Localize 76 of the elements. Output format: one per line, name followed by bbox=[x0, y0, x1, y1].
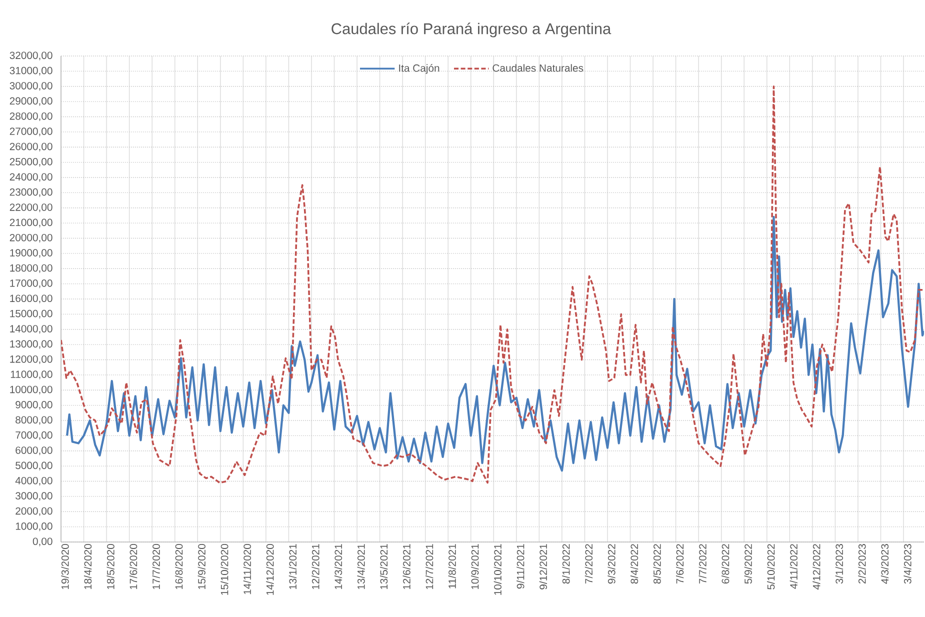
y-tick-label: 0,00 bbox=[32, 538, 52, 546]
x-tick-label: 4/3/2023 bbox=[880, 544, 889, 584]
x-tick-label: 16/8/2020 bbox=[175, 544, 183, 590]
y-tick-label: 30000,00 bbox=[10, 82, 52, 91]
line-series bbox=[66, 216, 924, 472]
x-tick-label: 9/11/2021 bbox=[516, 544, 524, 589]
y-tick-label: 20000,00 bbox=[10, 234, 52, 243]
y-tick-label: 7000,00 bbox=[16, 431, 52, 440]
x-tick-label: 17/7/2020 bbox=[152, 544, 160, 590]
y-tick-label: 1000,00 bbox=[16, 522, 52, 532]
y-tick-label: 8000,00 bbox=[16, 416, 52, 425]
x-tick-label: 10/9/2021 bbox=[471, 544, 479, 590]
x-tick-label: 17/6/2020 bbox=[130, 544, 138, 590]
x-tick-label: 7/6/2022 bbox=[676, 544, 684, 584]
legend-label: Ita Cajón bbox=[399, 64, 440, 74]
x-tick-label: 15/9/2020 bbox=[198, 544, 206, 590]
x-tick-label: 13/1/2021 bbox=[288, 544, 297, 590]
y-tick-label: 4000,00 bbox=[15, 476, 52, 486]
x-tick-label: 8/5/2022 bbox=[653, 544, 661, 584]
y-tick-label: 12000,00 bbox=[10, 355, 52, 364]
y-tick-label: 2000,00 bbox=[16, 507, 52, 516]
y-tick-label: 14000,00 bbox=[10, 325, 52, 334]
x-tick-label: 4/12/2022 bbox=[812, 544, 820, 590]
x-tick-label: 2/2/2023 bbox=[858, 544, 866, 584]
y-tick-label: 13000,00 bbox=[10, 340, 52, 349]
x-tick-label: 8/4/2022 bbox=[630, 544, 638, 584]
x-tick-label: 13/5/2021 bbox=[380, 544, 388, 590]
y-tick-label: 9000,00 bbox=[16, 401, 52, 410]
x-tick-label: 12/2/2021 bbox=[312, 544, 320, 590]
y-tick-label: 25000,00 bbox=[10, 158, 52, 167]
y-tick-label: 17000,00 bbox=[10, 280, 52, 288]
y-tick-label: 26000,00 bbox=[10, 142, 52, 152]
y-tick-label: 3000,00 bbox=[16, 492, 52, 501]
x-tick-label: 14/3/2021 bbox=[334, 544, 342, 590]
y-tick-label: 24000,00 bbox=[10, 173, 52, 182]
y-tick-label: 5000,00 bbox=[16, 462, 52, 470]
x-tick-label: 7/2/2022 bbox=[584, 544, 593, 584]
x-tick-label: 14/12/2020 bbox=[266, 544, 274, 595]
x-tick-label: 10/10/2021 bbox=[494, 544, 502, 595]
x-tick-label: 18/4/2020 bbox=[84, 544, 92, 590]
y-tick-label: 32000,00 bbox=[10, 52, 52, 60]
x-tick-label: 9/12/2021 bbox=[539, 544, 548, 590]
x-tick-label: 14/11/2020 bbox=[243, 544, 251, 594]
x-tick-label: 6/8/2022 bbox=[722, 544, 730, 584]
y-tick-label: 16000,00 bbox=[10, 294, 52, 304]
y-tick-label: 28000,00 bbox=[10, 112, 52, 122]
x-tick-label: 12/6/2021 bbox=[402, 544, 410, 590]
x-tick-label: 11/8/2021 bbox=[448, 544, 456, 588]
legend-label: Caudales Naturales bbox=[492, 64, 584, 72]
y-tick-label: 19000,00 bbox=[10, 249, 52, 258]
line-series bbox=[61, 85, 924, 484]
y-tick-label: 15000,00 bbox=[10, 310, 52, 318]
y-tick-label: 22000,00 bbox=[10, 204, 52, 212]
y-tick-label: 27000,00 bbox=[10, 128, 52, 136]
x-tick-label: 3/1/2023 bbox=[835, 544, 844, 584]
x-tick-label: 9/3/2022 bbox=[608, 544, 616, 584]
x-tick-label: 12/7/2021 bbox=[426, 544, 434, 590]
x-tick-label: 5/10/2022 bbox=[767, 544, 775, 590]
x-tick-label: 5/9/2022 bbox=[744, 544, 752, 584]
y-tick-label: 18000,00 bbox=[10, 264, 52, 273]
y-tick-label: 6000,00 bbox=[16, 446, 52, 456]
x-tick-label: 3/4/2023 bbox=[904, 544, 912, 584]
x-tick-label: 18/5/2020 bbox=[106, 544, 114, 590]
y-tick-label: 11000,00 bbox=[10, 370, 52, 380]
x-tick-label: 15/10/2020 bbox=[220, 544, 228, 595]
x-tick-label: 4/11/2022 bbox=[790, 544, 798, 589]
y-tick-label: 31000,00 bbox=[10, 66, 52, 76]
x-tick-label: 13/4/2021 bbox=[357, 544, 365, 590]
y-tick-label: 10000,00 bbox=[10, 386, 52, 394]
y-tick-label: 29000,00 bbox=[10, 97, 52, 106]
x-tick-label: 19/3/2020 bbox=[61, 544, 69, 590]
chart-title: Caudales río Paraná ingreso a Argentina bbox=[332, 22, 612, 38]
x-tick-label: 7/7/2022 bbox=[698, 544, 706, 584]
y-tick-label: 23000,00 bbox=[10, 188, 52, 197]
y-tick-label: 21000,00 bbox=[10, 218, 52, 228]
x-tick-label: 8/1/2022 bbox=[562, 544, 570, 584]
